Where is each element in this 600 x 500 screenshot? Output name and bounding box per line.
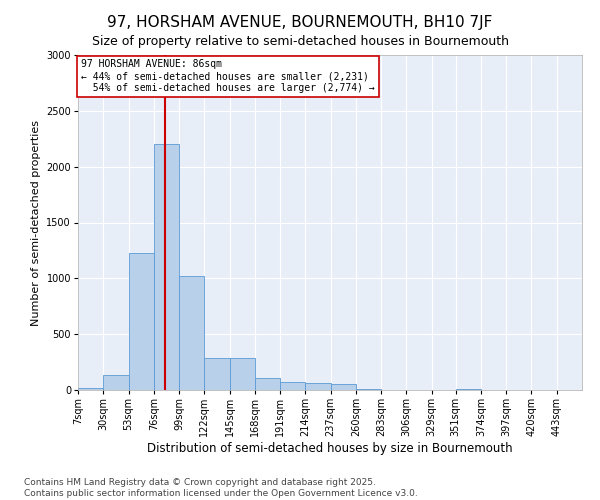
Text: 97 HORSHAM AVENUE: 86sqm
← 44% of semi-detached houses are smaller (2,231)
  54%: 97 HORSHAM AVENUE: 86sqm ← 44% of semi-d… xyxy=(81,60,375,92)
Bar xyxy=(179,276,204,390)
Y-axis label: Number of semi-detached properties: Number of semi-detached properties xyxy=(31,120,41,326)
Bar xyxy=(255,378,280,390)
Text: Size of property relative to semi-detached houses in Bournemouth: Size of property relative to semi-detach… xyxy=(91,35,509,48)
X-axis label: Distribution of semi-detached houses by size in Bournemouth: Distribution of semi-detached houses by … xyxy=(147,442,513,455)
Bar xyxy=(280,382,305,390)
Bar xyxy=(305,382,331,390)
Bar xyxy=(230,358,255,390)
Bar xyxy=(204,358,230,390)
Text: 97, HORSHAM AVENUE, BOURNEMOUTH, BH10 7JF: 97, HORSHAM AVENUE, BOURNEMOUTH, BH10 7J… xyxy=(107,15,493,30)
Bar xyxy=(154,144,179,390)
Bar xyxy=(103,376,128,390)
Bar xyxy=(78,388,103,390)
Bar xyxy=(128,252,154,390)
Text: Contains HM Land Registry data © Crown copyright and database right 2025.
Contai: Contains HM Land Registry data © Crown c… xyxy=(24,478,418,498)
Bar xyxy=(331,384,356,390)
